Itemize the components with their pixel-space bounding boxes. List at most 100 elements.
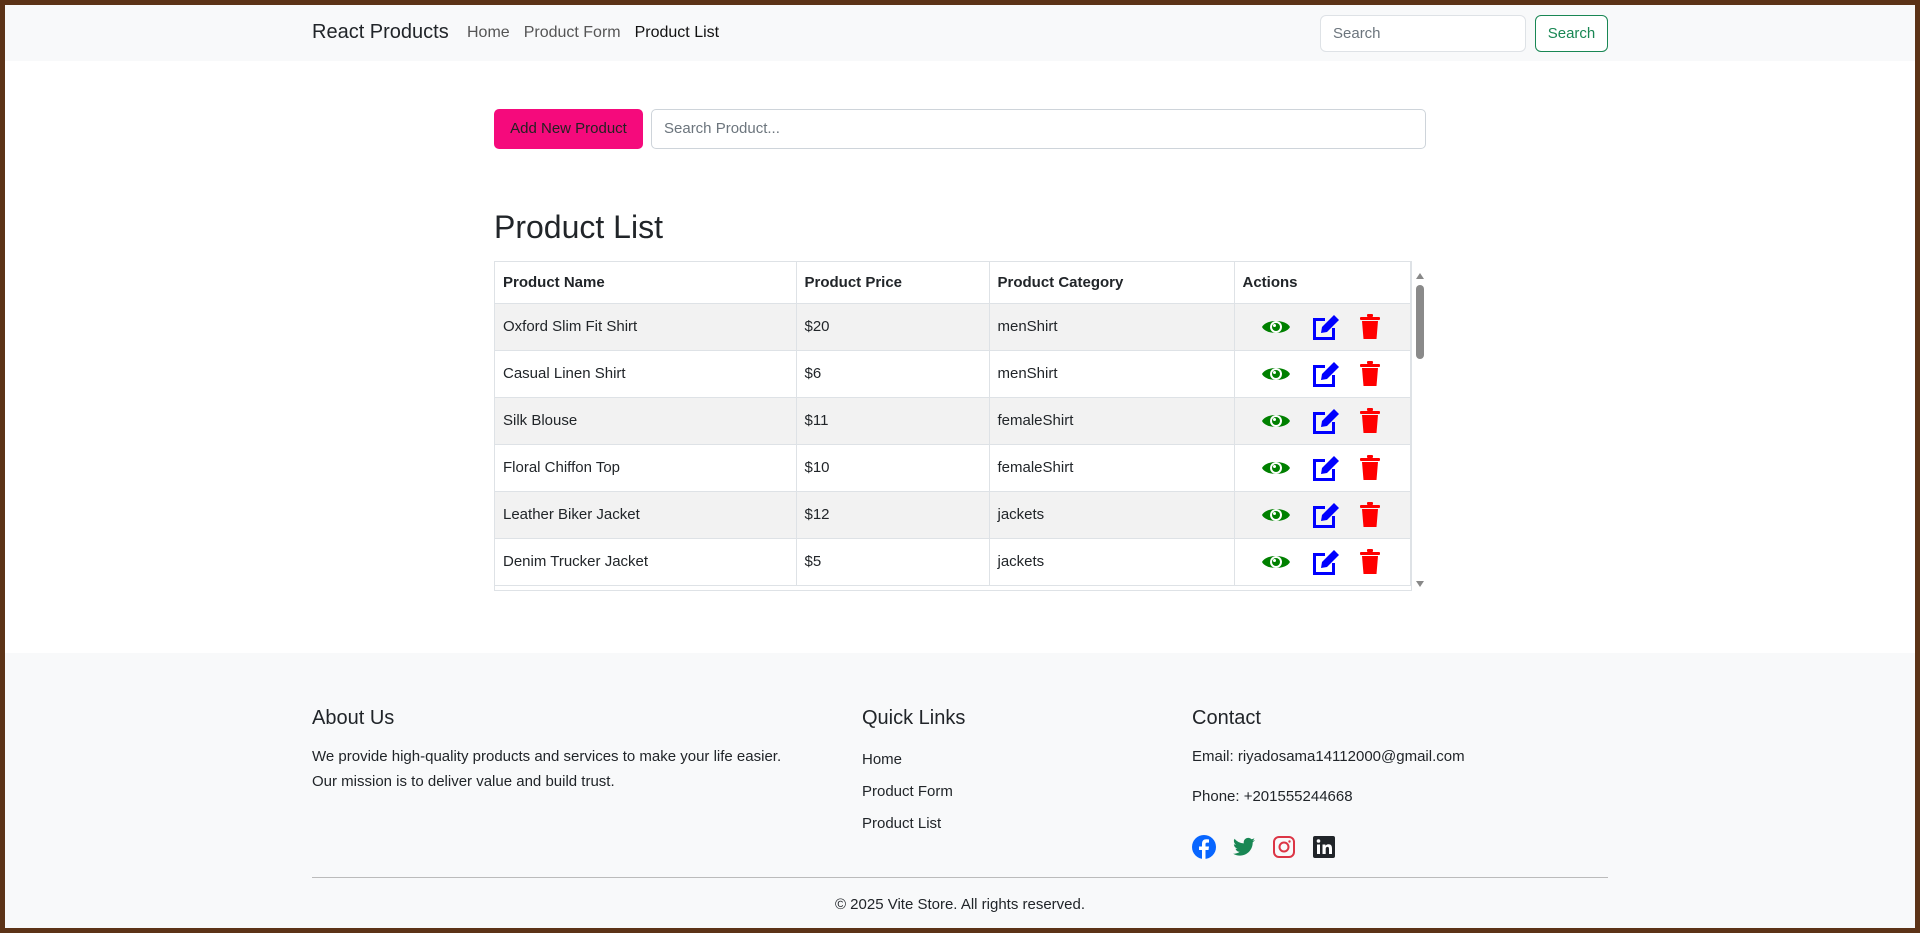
eye-icon[interactable] <box>1261 410 1291 432</box>
footer-link-product-form[interactable]: Product Form <box>862 783 953 800</box>
contact-email: Email: riyadosama14112000@gmail.com <box>1192 748 1465 765</box>
cell-price: $20 <box>796 303 990 351</box>
eye-icon[interactable] <box>1261 551 1291 573</box>
table-row: Silk Blouse $11 femaleShirt <box>495 397 1411 445</box>
edit-button[interactable] <box>1309 500 1341 530</box>
social-icons <box>1192 835 1336 859</box>
about-title: About Us <box>312 707 395 729</box>
table-row: Oxford Slim Fit Shirt $20 menShirt <box>495 303 1411 351</box>
product-table: Product Name Product Price Product Categ… <box>494 261 1412 591</box>
edit-button[interactable] <box>1309 453 1341 483</box>
delete-button[interactable] <box>1359 407 1381 434</box>
about-line: Our mission is to deliver value and buil… <box>312 773 615 790</box>
navbar: React Products Home Product Form Product… <box>5 5 1915 61</box>
table-row: Leather Biker Jacket $12 jackets <box>495 491 1411 539</box>
cell-category: jackets <box>989 491 1235 539</box>
quick-links-title: Quick Links <box>862 707 966 729</box>
contact-phone: Phone: +201555244668 <box>1192 788 1353 805</box>
eye-icon[interactable] <box>1261 363 1291 385</box>
cell-price: $10 <box>796 444 990 492</box>
nav-links: Home Product Form Product List <box>467 24 719 42</box>
nav-product-form[interactable]: Product Form <box>523 24 621 41</box>
trash-icon[interactable] <box>1359 548 1381 575</box>
view-button[interactable] <box>1261 410 1291 432</box>
cell-price: $12 <box>796 491 990 539</box>
edit-icon[interactable] <box>1309 406 1341 436</box>
cell-name: Denim Trucker Jacket <box>495 538 797 586</box>
table-row: Denim Trucker Jacket $5 jackets <box>495 538 1411 586</box>
trash-icon[interactable] <box>1359 313 1381 340</box>
cell-name: Leather Biker Jacket <box>495 491 797 539</box>
facebook-icon[interactable] <box>1192 835 1216 859</box>
view-button[interactable] <box>1261 316 1291 338</box>
view-button[interactable] <box>1261 551 1291 573</box>
add-product-button[interactable]: Add New Product <box>494 109 643 149</box>
view-button[interactable] <box>1261 363 1291 385</box>
edit-icon[interactable] <box>1309 500 1341 530</box>
col-category: Product Category <box>989 262 1235 304</box>
table-scrollbar[interactable] <box>1414 267 1426 587</box>
nav-search-input[interactable]: Search <box>1320 15 1526 52</box>
cell-actions <box>1234 350 1411 398</box>
footer: About Us We provide high-quality product… <box>5 653 1915 928</box>
cell-category: jackets <box>989 538 1235 586</box>
cell-category: femaleShirt <box>989 444 1235 492</box>
col-name: Product Name <box>495 262 797 304</box>
col-price: Product Price <box>796 262 990 304</box>
cell-name: Oxford Slim Fit Shirt <box>495 303 797 351</box>
cell-actions <box>1234 444 1411 492</box>
twitter-icon[interactable] <box>1232 835 1256 859</box>
contact-title: Contact <box>1192 707 1261 729</box>
trash-icon[interactable] <box>1359 360 1381 387</box>
cell-category: menShirt <box>989 350 1235 398</box>
trash-icon[interactable] <box>1359 501 1381 528</box>
about-text: We provide high-quality products and ser… <box>312 744 781 794</box>
delete-button[interactable] <box>1359 313 1381 340</box>
nav-home[interactable]: Home <box>467 24 510 41</box>
brand[interactable]: React Products <box>312 21 449 43</box>
edit-icon[interactable] <box>1309 312 1341 342</box>
trash-icon[interactable] <box>1359 454 1381 481</box>
eye-icon[interactable] <box>1261 504 1291 526</box>
footer-link-product-list[interactable]: Product List <box>862 815 942 832</box>
instagram-icon[interactable] <box>1272 835 1296 859</box>
page-title: Product List <box>494 209 663 245</box>
cell-price: $6 <box>796 350 990 398</box>
edit-icon[interactable] <box>1309 453 1341 483</box>
cell-price: $5 <box>796 538 990 586</box>
footer-divider <box>312 877 1608 878</box>
delete-button[interactable] <box>1359 454 1381 481</box>
eye-icon[interactable] <box>1261 316 1291 338</box>
col-actions: Actions <box>1234 262 1411 304</box>
cell-name: Casual Linen Shirt <box>495 350 797 398</box>
edit-icon[interactable] <box>1309 547 1341 577</box>
cell-actions <box>1234 491 1411 539</box>
cell-actions <box>1234 397 1411 445</box>
delete-button[interactable] <box>1359 501 1381 528</box>
delete-button[interactable] <box>1359 360 1381 387</box>
edit-button[interactable] <box>1309 359 1341 389</box>
cell-category: femaleShirt <box>989 397 1235 445</box>
about-line: We provide high-quality products and ser… <box>312 748 782 765</box>
edit-button[interactable] <box>1309 406 1341 436</box>
trash-icon[interactable] <box>1359 407 1381 434</box>
page: React Products Home Product Form Product… <box>5 5 1915 928</box>
footer-link-home[interactable]: Home <box>862 751 903 768</box>
view-button[interactable] <box>1261 457 1291 479</box>
nav-product-list[interactable]: Product List <box>634 24 720 41</box>
nav-search-button[interactable]: Search <box>1535 15 1608 52</box>
delete-button[interactable] <box>1359 548 1381 575</box>
eye-icon[interactable] <box>1261 457 1291 479</box>
table-row: Floral Chiffon Top $10 femaleShirt <box>495 444 1411 492</box>
linkedin-icon[interactable] <box>1312 835 1336 859</box>
edit-icon[interactable] <box>1309 359 1341 389</box>
edit-button[interactable] <box>1309 547 1341 577</box>
table-row: Casual Linen Shirt $6 menShirt <box>495 350 1411 398</box>
cell-price: $11 <box>796 397 990 445</box>
quick-links: Home Product Form Product List <box>862 744 953 840</box>
view-button[interactable] <box>1261 504 1291 526</box>
cell-name: Floral Chiffon Top <box>495 444 797 492</box>
product-search-input[interactable]: Search Product... <box>651 109 1426 149</box>
cell-category: menShirt <box>989 303 1235 351</box>
edit-button[interactable] <box>1309 312 1341 342</box>
